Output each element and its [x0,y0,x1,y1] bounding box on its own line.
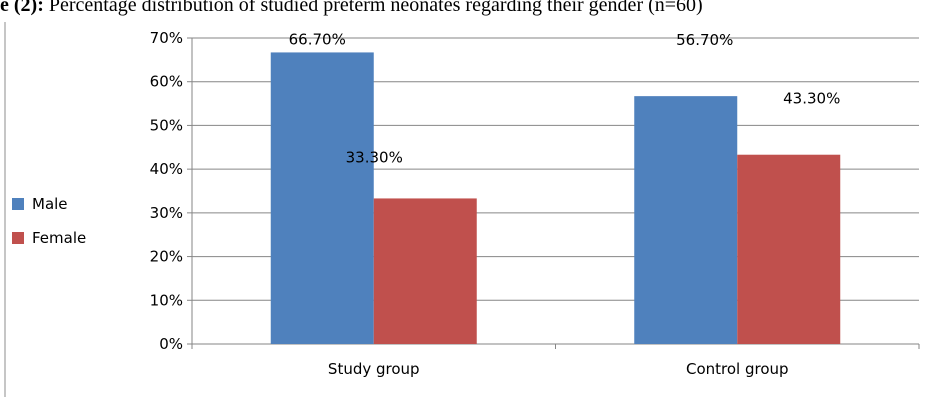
bars [270,52,841,344]
x-category-label: Control group [686,360,789,378]
data-label: 66.70% [289,30,346,48]
y-tick-label: 70% [150,29,183,47]
bar-female [737,154,841,344]
bar-chart: 0% 10% 20% 30% 40% 50% 60% 70% Study group Contro… [4,22,920,397]
chart-frame: 0% 10% 20% 30% 40% 50% 60% 70% Study group Contro… [4,22,934,397]
y-tick-label: 40% [150,160,183,178]
legend-swatch-female [12,232,24,244]
y-tick-label: 10% [150,291,183,309]
figure-caption: e (2): Percentage distribution of studie… [0,0,934,18]
bar-male [270,52,374,344]
data-label: 56.70% [676,31,733,49]
x-category-label: Study group [328,360,420,378]
data-labels: 66.70% 33.30% 56.70% 43.30% [289,30,841,166]
figure-caption-prefix: e (2): [0,0,44,16]
y-tick-label: 0% [159,335,183,353]
legend-swatch-male [12,198,24,210]
data-label: 33.30% [346,148,403,166]
legend: Male Female [12,195,86,247]
data-label: 43.30% [783,90,840,108]
legend-label-female: Female [32,229,86,247]
bar-male [634,96,738,344]
y-tick-label: 60% [150,73,183,91]
legend-label-male: Male [32,195,68,213]
bar-female [373,198,477,344]
y-tick-label: 30% [150,204,183,222]
figure-caption-text: Percentage distribution of studied prete… [43,0,703,16]
y-tick-label: 20% [150,248,183,266]
y-tick-label: 50% [150,116,183,134]
